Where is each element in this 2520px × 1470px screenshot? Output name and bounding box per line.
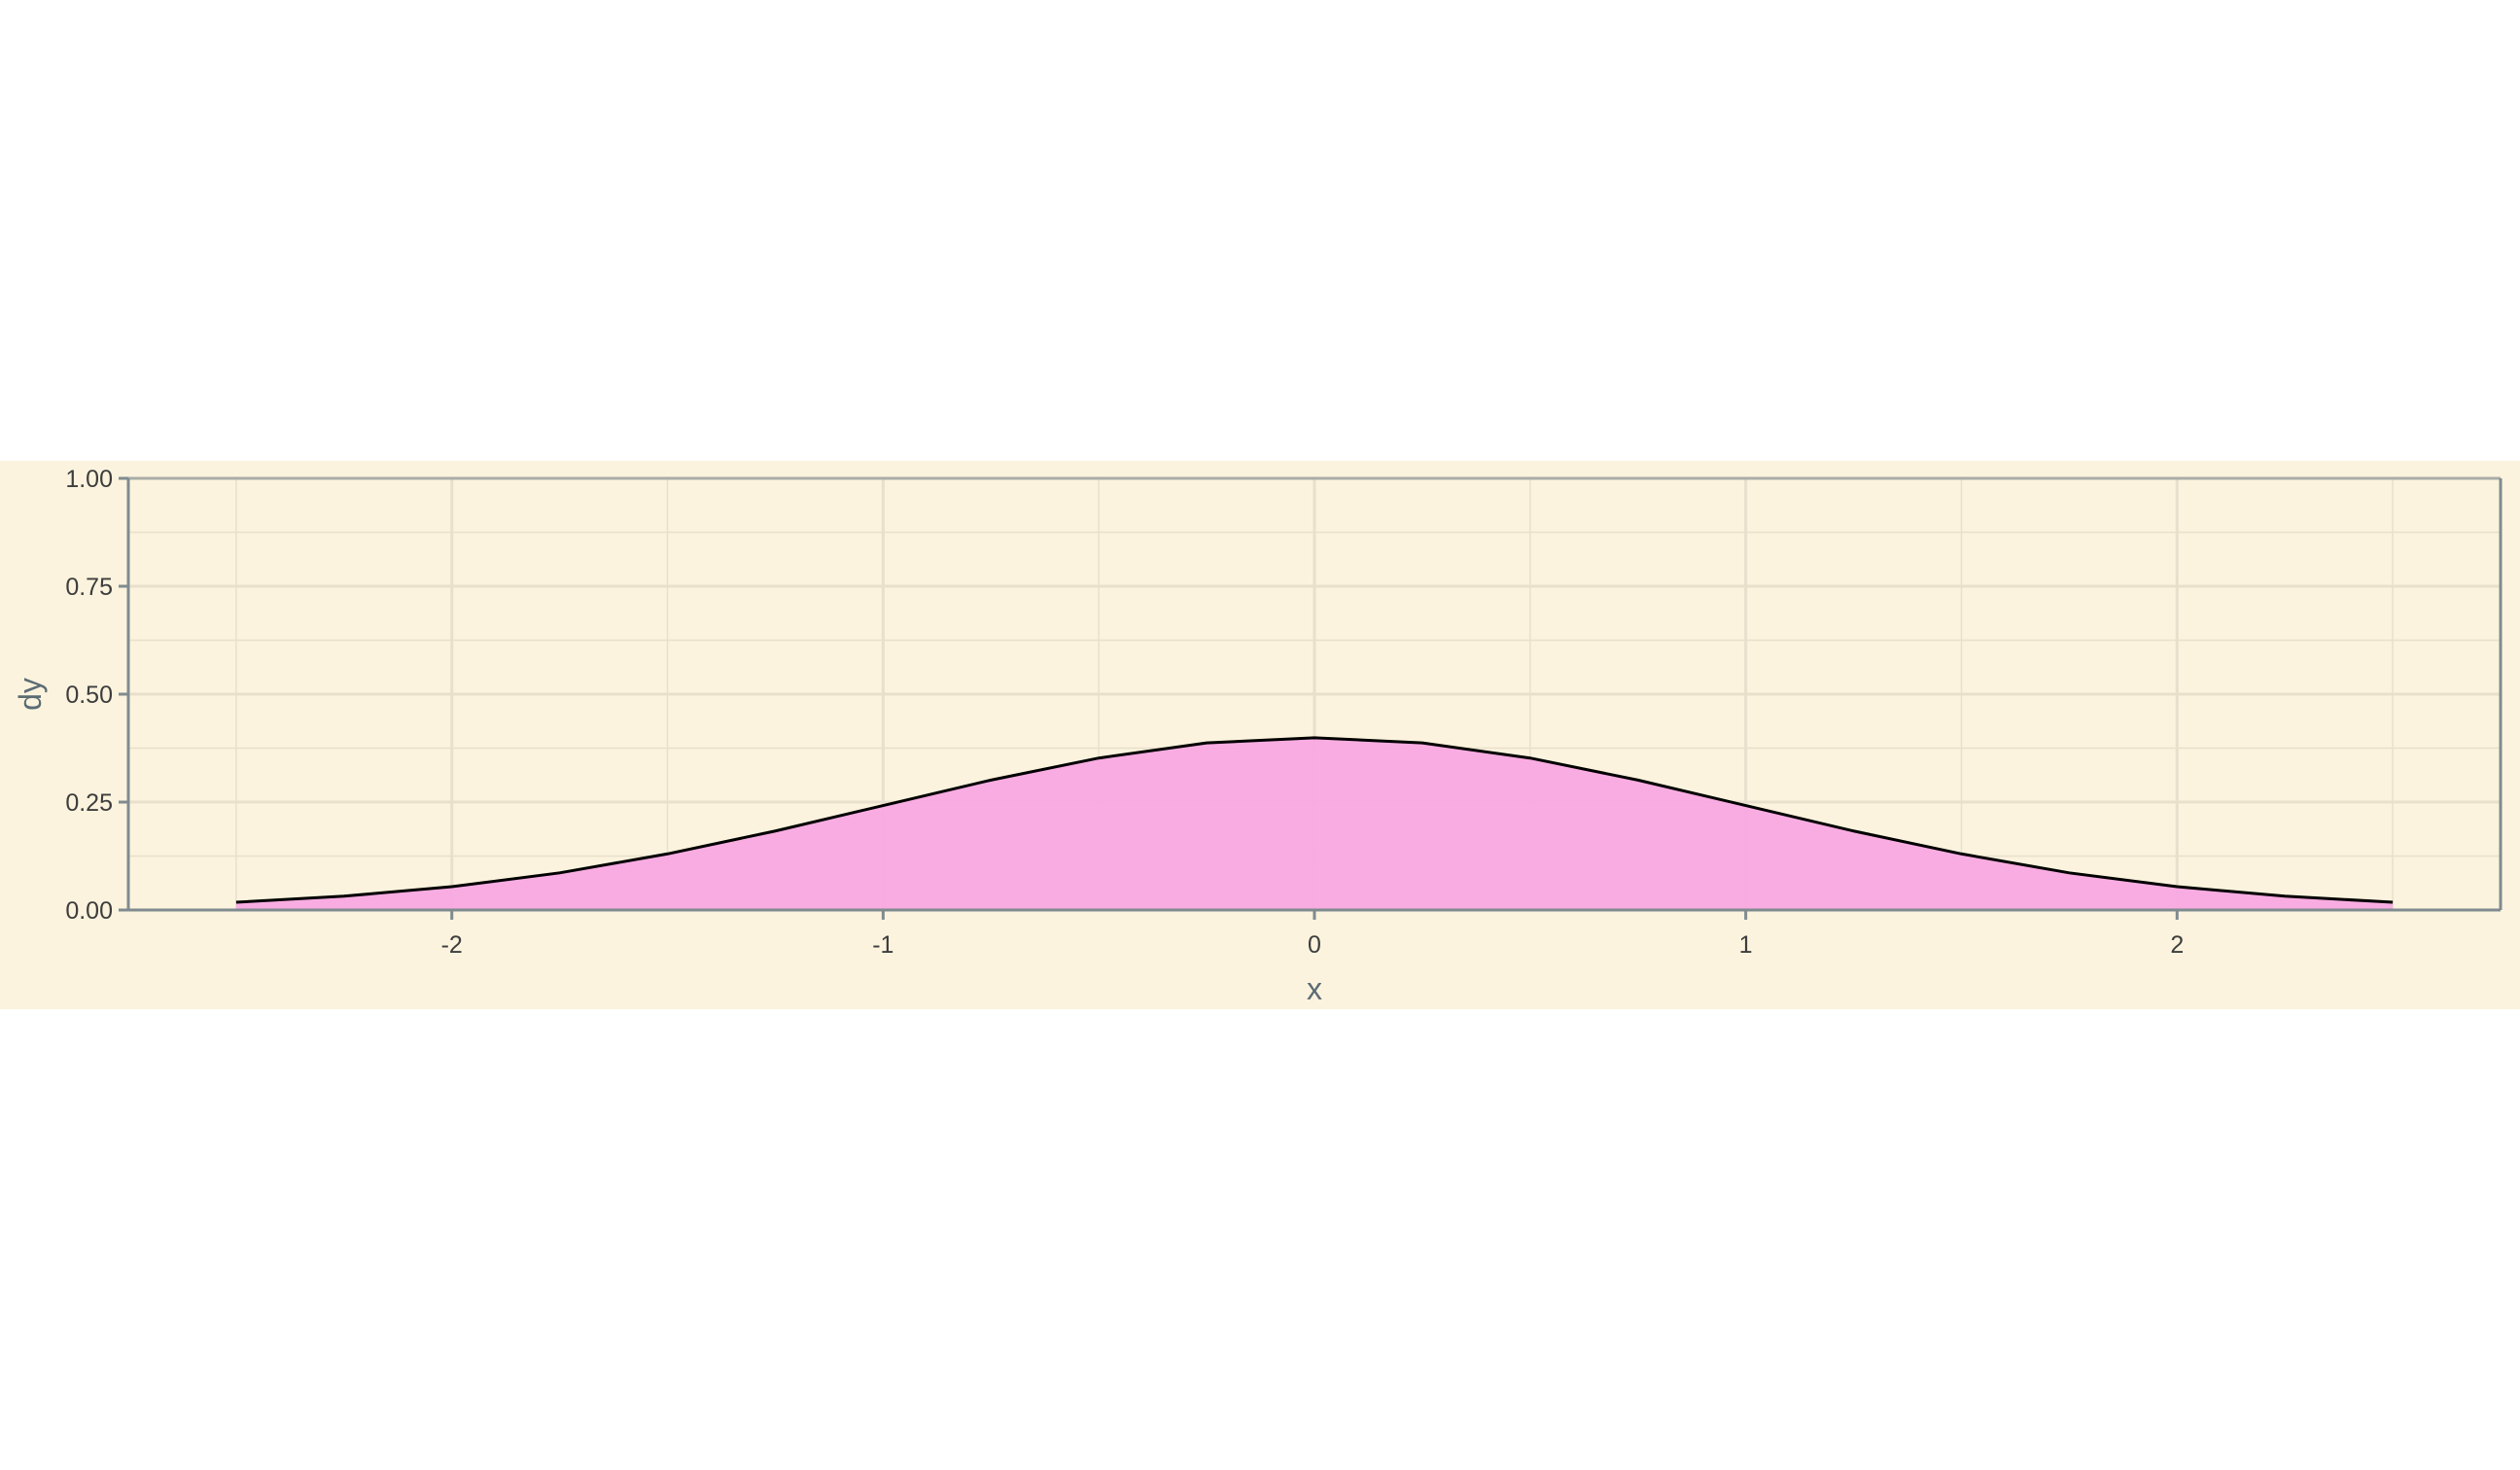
density-area bbox=[235, 737, 2394, 910]
density-line bbox=[235, 736, 2394, 904]
x-tick-label: -1 bbox=[872, 931, 893, 959]
y-tick-label: 0.75 bbox=[65, 574, 113, 601]
y-tick-label: 1.00 bbox=[65, 466, 113, 493]
y-tick-label: 0.25 bbox=[65, 789, 113, 817]
y-axis-title: dy bbox=[13, 678, 48, 711]
chart-panel: -2 -1 0 1 2 0.00 0.25 0.50 0.75 1.00 x dy bbox=[0, 461, 2520, 1009]
x-axis-title: x bbox=[1307, 971, 1322, 1006]
x-tick-label: -2 bbox=[441, 931, 463, 959]
x-tick-label: 1 bbox=[1739, 931, 1753, 959]
y-tick-label: 0.50 bbox=[65, 682, 113, 709]
y-axis-ticks: 0.00 0.25 0.50 0.75 1.00 bbox=[65, 466, 128, 925]
density-chart: -2 -1 0 1 2 0.00 0.25 0.50 0.75 1.00 x dy bbox=[13, 466, 2502, 1006]
x-axis-ticks: -2 -1 0 1 2 bbox=[441, 910, 2184, 959]
y-tick-label: 0.00 bbox=[65, 897, 113, 925]
x-tick-label: 2 bbox=[2170, 931, 2184, 959]
x-tick-label: 0 bbox=[1308, 931, 1321, 959]
